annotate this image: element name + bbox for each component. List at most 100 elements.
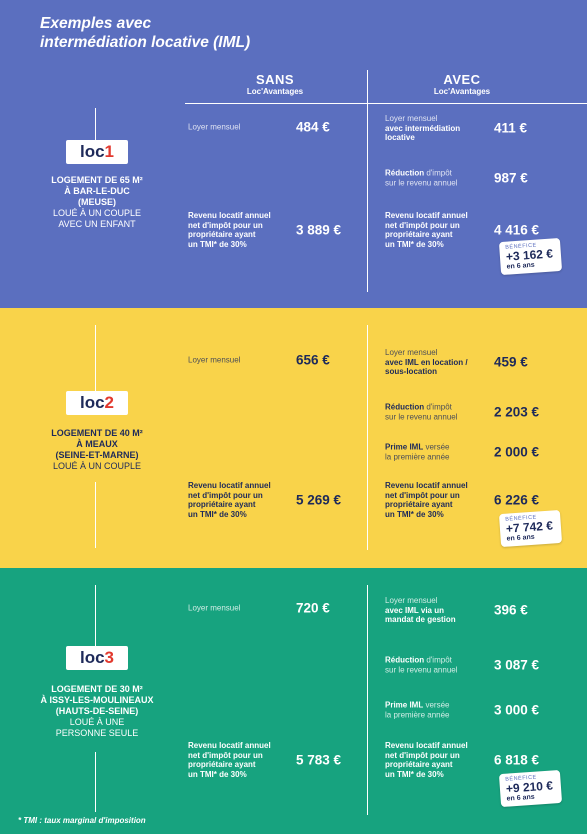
label-line: la première année bbox=[385, 452, 485, 462]
label-segment: sur le revenu annuel bbox=[385, 178, 458, 187]
row-label: Réduction d'impôt sur le revenu annuel bbox=[385, 169, 485, 188]
description-bold: LOGEMENT DE 65 M² bbox=[51, 175, 143, 185]
label-segment: Réduction bbox=[385, 168, 425, 178]
badge-text: loc bbox=[79, 393, 105, 412]
label-segment: Loyer mensuel bbox=[188, 355, 241, 365]
label-line: un TMI* de 30% bbox=[188, 770, 288, 780]
label-line: Revenu locatif annuel bbox=[188, 481, 288, 491]
label-line: sur le revenu annuel bbox=[385, 178, 485, 188]
badge-number: 2 bbox=[104, 393, 115, 412]
label-segment: net d'impôt pour un bbox=[385, 490, 460, 500]
column-header: AVEC Loc'Avantages bbox=[372, 72, 552, 96]
row-value: 2 000 € bbox=[494, 444, 540, 460]
label-line: Prime IML versée bbox=[385, 701, 485, 711]
label-segment: avec IML en location / bbox=[385, 357, 468, 367]
label-line: sur le revenu annuel bbox=[385, 665, 485, 675]
description-bold: LOGEMENT DE 40 M² bbox=[51, 428, 143, 438]
label-segment: un TMI* de 30% bbox=[385, 769, 444, 779]
badge-text: loc bbox=[79, 648, 105, 667]
row-value: 4 416 € bbox=[494, 222, 540, 238]
row-label: Prime IML versée la première année bbox=[385, 701, 485, 720]
label-line: Réduction d'impôt bbox=[385, 169, 485, 179]
row-value: 3 087 € bbox=[494, 657, 540, 673]
label-line: Revenu locatif annuel bbox=[385, 481, 485, 491]
connector-line bbox=[95, 585, 96, 646]
label-line: propriétaire ayant bbox=[385, 500, 485, 510]
label-segment: Loyer mensuel bbox=[188, 603, 241, 613]
description-line: AVEC UN ENFANT bbox=[58, 219, 136, 229]
badge-number: 3 bbox=[104, 648, 115, 667]
label-line: mandat de gestion bbox=[385, 615, 485, 625]
label-segment: Réduction bbox=[385, 402, 425, 412]
label-segment: Revenu locatif annuel bbox=[385, 741, 468, 750]
section-bg bbox=[0, 568, 587, 834]
label-line: net d'impôt pour un bbox=[188, 751, 288, 761]
label-segment: un TMI* de 30% bbox=[188, 509, 247, 519]
label-segment: mandat de gestion bbox=[385, 614, 456, 624]
separator bbox=[185, 103, 587, 104]
label-segment: Revenu locatif annuel bbox=[188, 211, 271, 220]
row-label: Revenu locatif annuel net d'impôt pour un… bbox=[385, 741, 485, 779]
footnote: * TMI : taux marginal d'imposition bbox=[18, 816, 146, 825]
badge: loc3 bbox=[66, 646, 128, 670]
row-label: Revenu locatif annuel net d'impôt pour un… bbox=[385, 481, 485, 519]
badge-number: 1 bbox=[104, 142, 115, 161]
description-line: PERSONNE SEULE bbox=[55, 728, 139, 738]
label-segment: d'impôt bbox=[424, 655, 452, 665]
label-segment: Réduction bbox=[385, 655, 425, 665]
label-line: Loyer mensuel bbox=[385, 596, 485, 606]
row-label: Revenu locatif annuel net d'impôt pour un… bbox=[385, 211, 485, 249]
label-line: Loyer mensuel bbox=[385, 348, 485, 358]
description: LOGEMENT DE 30 M² À ISSY-LES-MOULINEAUX (H… bbox=[12, 684, 182, 739]
row-value: 3 889 € bbox=[296, 222, 342, 238]
label-segment: la première année bbox=[385, 710, 450, 719]
description: LOGEMENT DE 65 M² À BAR-LE-DUC (MEUSE) LOUÉ… bbox=[12, 175, 182, 230]
label-segment: propriétaire ayant bbox=[188, 760, 256, 769]
label-segment: Loyer mensuel bbox=[385, 347, 438, 357]
description-bold: (SEINE-ET-MARNE) bbox=[55, 450, 139, 460]
label-segment: propriétaire ayant bbox=[385, 500, 453, 509]
connector-line bbox=[95, 482, 96, 548]
label-line: propriétaire ayant bbox=[385, 760, 485, 770]
label-segment: Loyer mensuel bbox=[385, 595, 438, 605]
description-bold: À BAR-LE-DUC bbox=[64, 186, 130, 196]
label-line: net d'impôt pour un bbox=[385, 751, 485, 761]
label-line: un TMI* de 30% bbox=[385, 510, 485, 520]
row-label: Loyer mensuel avec IML en location / sous-… bbox=[385, 348, 485, 377]
row-label: Revenu locatif annuel net d'impôt pour un… bbox=[188, 741, 288, 779]
row-label: Prime IML versée la première année bbox=[385, 443, 485, 462]
column-title: SANS bbox=[255, 72, 295, 87]
label-line: Revenu locatif annuel bbox=[385, 211, 485, 221]
row-label: Revenu locatif annuel net d'impôt pour un… bbox=[188, 211, 288, 249]
badge: loc1 bbox=[66, 140, 128, 164]
description: LOGEMENT DE 40 M² À MEAUX (SEINE-ET-MARNE)… bbox=[12, 428, 182, 472]
label-line: net d'impôt pour un bbox=[188, 221, 288, 231]
row-value: 5 269 € bbox=[296, 492, 342, 508]
label-segment: un TMI* de 30% bbox=[188, 239, 247, 249]
label-line: locative bbox=[385, 133, 485, 143]
label-line: Revenu locatif annuel bbox=[188, 211, 288, 221]
benefit-box: BÉNÉFICE +3 162 € en 6 ans bbox=[498, 237, 563, 276]
label-segment: net d'impôt pour un bbox=[188, 220, 263, 230]
row-label: Loyer mensuel bbox=[188, 355, 288, 365]
label-segment: Loyer mensuel bbox=[188, 122, 241, 132]
label-segment: net d'impôt pour un bbox=[385, 750, 460, 760]
row-label: Loyer mensuel avec IML via un mandat de ge… bbox=[385, 596, 485, 625]
label-segment: Prime IML bbox=[385, 700, 424, 710]
row-value: 6 818 € bbox=[494, 752, 540, 768]
label-segment: un TMI* de 30% bbox=[188, 769, 247, 779]
label-line: Loyer mensuel bbox=[385, 114, 485, 124]
label-segment: sur le revenu annuel bbox=[385, 665, 458, 674]
label-line: net d'impôt pour un bbox=[188, 491, 288, 501]
label-line: propriétaire ayant bbox=[188, 500, 288, 510]
label-line: net d'impôt pour un bbox=[385, 491, 485, 501]
label-line: sur le revenu annuel bbox=[385, 412, 485, 422]
description-bold: (MEUSE) bbox=[78, 197, 116, 207]
row-value: 656 € bbox=[296, 352, 330, 368]
column-divider bbox=[367, 325, 368, 550]
label-line: un TMI* de 30% bbox=[188, 510, 288, 520]
row-value: 396 € bbox=[494, 602, 528, 618]
label-line: Prime IML versée bbox=[385, 443, 485, 453]
description-bold: (HAUTS-DE-SEINE) bbox=[55, 706, 139, 716]
